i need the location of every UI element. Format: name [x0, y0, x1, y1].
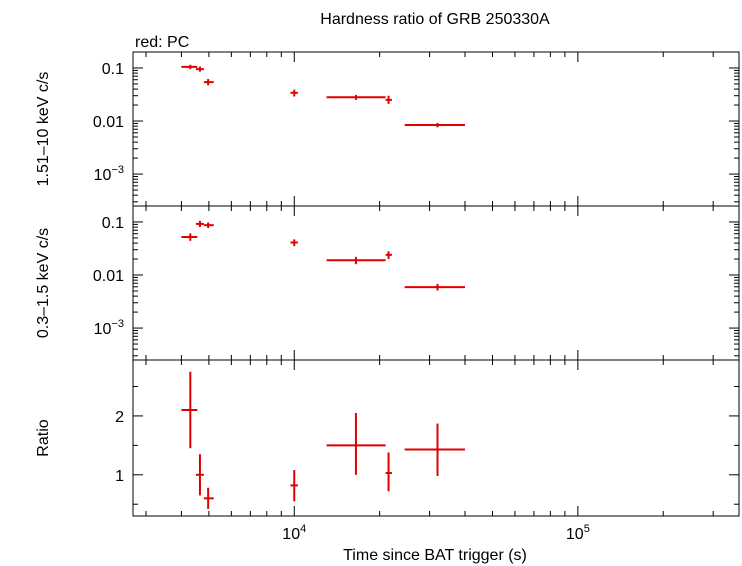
y-tick-label: 2 — [115, 409, 124, 426]
data-point-ratio-4 — [326, 412, 386, 475]
x-tick-label: 104 — [282, 523, 306, 543]
data-point-hard-4 — [326, 94, 386, 100]
data-point-soft-6 — [404, 283, 466, 291]
data-point-soft-1 — [195, 220, 204, 228]
chart-title: Hardness ratio of GRB 250330A — [320, 11, 550, 28]
y-axis-label-hard: 1.51–10 keV c/s — [35, 72, 52, 187]
data-point-hard-6 — [404, 122, 466, 128]
data-point-hard-0 — [181, 64, 198, 70]
y-axis-label-ratio: Ratio — [35, 419, 52, 456]
y-tick-label: 10−3 — [94, 318, 124, 338]
y-tick-label: 10−3 — [94, 164, 124, 184]
data-point-soft-5 — [385, 251, 392, 260]
panel-frame-hard — [132, 51, 740, 207]
data-point-soft-2 — [203, 222, 214, 228]
data-point-ratio-6 — [404, 423, 466, 476]
data-point-ratio-1 — [195, 454, 204, 496]
data-point-soft-4 — [326, 256, 386, 265]
data-point-ratio-0 — [181, 371, 198, 449]
x-axis-label: Time since BAT trigger (s) — [343, 547, 527, 564]
data-point-hard-1 — [195, 66, 204, 72]
data-point-hard-5 — [385, 95, 392, 104]
chart-subtitle: red: PC — [135, 34, 189, 51]
y-axis-label-soft: 0.3–1.5 keV c/s — [35, 228, 52, 338]
panel-frame-ratio — [132, 359, 740, 517]
y-tick-label: 0.1 — [102, 215, 124, 232]
data-point-ratio-5 — [385, 452, 392, 492]
data-point-hard-2 — [203, 78, 214, 86]
y-tick-label: 1 — [115, 468, 124, 485]
data-point-hard-3 — [290, 89, 298, 97]
x-tick-label: 105 — [566, 523, 590, 543]
plot-area: 0.1 0.01 10−3 1.51–10 keV c/s 0.1 0.01 10−3 0.3… — [35, 51, 740, 543]
panel-frame-soft — [132, 205, 740, 361]
y-tick-label: 0.1 — [102, 61, 124, 78]
data-point-ratio-3 — [290, 470, 298, 502]
data-point-soft-0 — [181, 233, 198, 241]
y-tick-label: 0.01 — [93, 268, 124, 285]
data-point-soft-3 — [290, 239, 298, 247]
data-point-ratio-2 — [203, 487, 214, 509]
y-tick-label: 0.01 — [93, 114, 124, 131]
